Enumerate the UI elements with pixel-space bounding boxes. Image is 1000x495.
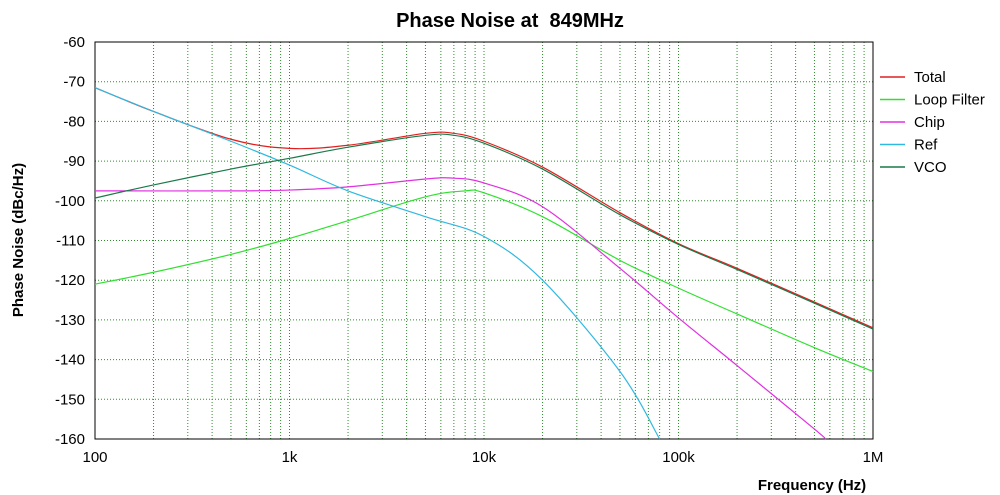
y-tick-label: -80	[63, 113, 85, 130]
series-line-total	[94, 87, 874, 329]
x-tick-label: 100	[82, 449, 107, 466]
plot-area-frame	[94, 41, 874, 440]
y-tick-label: -70	[63, 74, 85, 91]
y-axis-title: Phase Noise (dBc/Hz)	[10, 163, 27, 317]
x-tick-label: 1M	[863, 449, 884, 466]
y-tick-label: -150	[55, 391, 85, 408]
x-tick-label: 1k	[282, 449, 298, 466]
legend-label-ref: Ref	[914, 137, 938, 154]
y-axis-ticks: -60 -70 -80 -90 -100 -110 -120 -130 -140 -150 -160	[55, 34, 85, 448]
x-axis-title: Frequency (Hz)	[758, 477, 866, 494]
y-tick-label: -120	[55, 272, 85, 289]
series-line-chip	[94, 177, 826, 440]
series-line-ref	[94, 87, 661, 440]
y-tick-label: -90	[63, 153, 85, 170]
grid	[95, 42, 873, 439]
series-line-loop-filter	[94, 189, 874, 373]
legend-label-vco: VCO	[914, 159, 947, 176]
legend-label-loop-filter: Loop Filter	[914, 92, 985, 109]
y-tick-label: -60	[63, 34, 85, 51]
y-tick-label: -100	[55, 193, 85, 210]
series-layer	[94, 87, 874, 440]
legend-label-chip: Chip	[914, 114, 945, 131]
x-axis-ticks: 100 1k 10k 100k 1M	[82, 449, 883, 466]
y-tick-label: -160	[55, 431, 85, 448]
chart-title: Phase Noise at 849MHz	[396, 10, 624, 32]
legend: Total Loop Filter Chip Ref VCO	[880, 69, 985, 176]
series-line-vco	[94, 133, 874, 330]
x-tick-label: 10k	[472, 449, 497, 466]
x-tick-label: 100k	[662, 449, 695, 466]
y-tick-label: -110	[56, 233, 85, 250]
y-tick-label: -140	[55, 352, 85, 369]
y-tick-label: -130	[55, 312, 85, 329]
legend-label-total: Total	[914, 69, 946, 86]
